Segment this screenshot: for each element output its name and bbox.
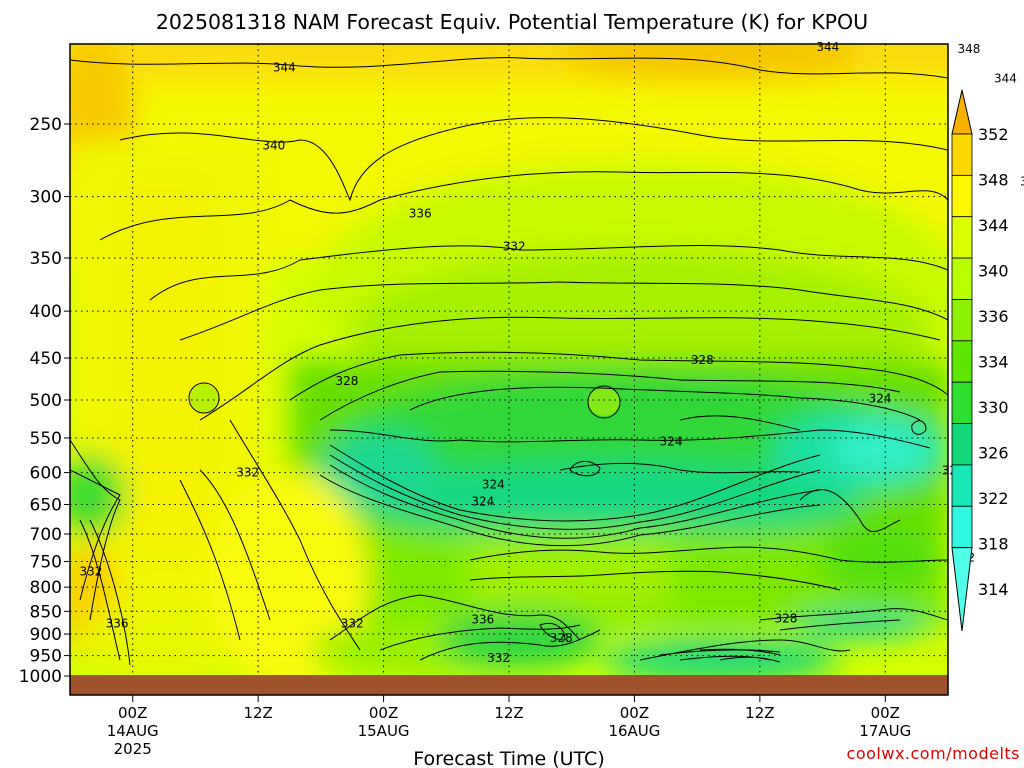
x-tick-time: 12Z: [745, 704, 774, 722]
x-tick-time: 00Z: [369, 704, 398, 722]
colorbar-label: 352: [978, 125, 1009, 144]
colorbar-segment: [951, 174, 973, 218]
contour-label: 336: [409, 206, 432, 220]
colorbar-arrow-bottom: [951, 547, 973, 632]
y-tick-label: 250: [30, 115, 62, 135]
contour-label: 332: [236, 466, 259, 480]
colorbar-segment: [951, 505, 973, 549]
x-tick-day: 14AUG: [107, 722, 159, 740]
y-tick-label: 750: [30, 552, 62, 572]
contour-label: 344: [994, 71, 1017, 85]
x-tick-time: 12Z: [243, 704, 272, 722]
colorbar: 352 348 344 340 336 334 330 326 322 318 314: [951, 89, 1009, 632]
x-tick-day: 17AUG: [859, 722, 911, 740]
colorbar-label: 314: [978, 580, 1009, 599]
contour-label: 336: [471, 613, 494, 627]
chart-title: 2025081318 NAM Forecast Equiv. Potential…: [156, 10, 868, 34]
y-tick-label: 350: [30, 249, 62, 269]
colorbar-segment: [951, 381, 973, 424]
x-tick-time: 12Z: [494, 704, 523, 722]
y-tick-label: 600: [30, 464, 62, 484]
plot-area: [70, 44, 948, 695]
colorbar-segment: [951, 257, 973, 300]
contour-label: 348: [957, 42, 980, 56]
y-tick-label: 650: [30, 495, 62, 515]
y-tick-label: 500: [30, 391, 62, 411]
contour-label: 336: [1020, 175, 1024, 189]
colorbar-label: 334: [978, 353, 1009, 372]
x-tick-time: 00Z: [620, 704, 649, 722]
y-axis: 250 300 350 400 450 500 550 600 650 700 750 800 850 9…: [19, 115, 70, 687]
grid-lines: [70, 44, 948, 675]
colorbar-segment: [951, 464, 973, 507]
colorbar-label: 340: [978, 262, 1009, 281]
contour-label: 344: [273, 61, 296, 75]
contour-label: 328: [550, 631, 573, 645]
contour-label: 324: [869, 391, 892, 405]
colorbar-label: 336: [978, 307, 1009, 326]
colorbar-arrow-top: [951, 89, 973, 135]
x-axis-label: Forecast Time (UTC): [413, 748, 604, 768]
contour-label: 328: [336, 374, 359, 388]
x-tick-day: 15AUG: [358, 722, 410, 740]
colorbar-label: 348: [978, 171, 1009, 190]
contour-label: 332: [79, 564, 102, 578]
colorbar-segment: [951, 423, 973, 466]
colorbar-segment: [951, 299, 973, 342]
ground-bar: [70, 675, 948, 695]
y-tick-label: 900: [30, 625, 62, 645]
credit-text: coolwx.com/modelts: [847, 744, 1020, 763]
contour-label: 328: [775, 612, 798, 626]
contour-label: 340: [262, 139, 285, 153]
contour-label: 344: [816, 40, 839, 54]
y-tick-label: 400: [30, 302, 62, 322]
y-tick-label: 550: [30, 429, 62, 449]
contour-label: 324: [660, 435, 683, 449]
contour-label: 324: [471, 494, 494, 508]
colorbar-segment: [951, 133, 973, 176]
contour-label: 332: [487, 651, 510, 665]
y-tick-label: 950: [30, 647, 62, 667]
colorbar-label: 330: [978, 398, 1009, 417]
colorbar-label: 318: [978, 535, 1009, 554]
contour-label: 332: [341, 617, 364, 631]
colorbar-segment: [951, 216, 973, 259]
contour-label: 324: [482, 477, 505, 491]
x-tick-time: 00Z: [871, 704, 900, 722]
y-tick-label: 700: [30, 525, 62, 545]
x-tick-year: 2025: [114, 740, 152, 758]
contour-label: 336: [106, 617, 129, 631]
y-tick-label: 800: [30, 578, 62, 598]
colorbar-label: 322: [978, 489, 1009, 508]
y-tick-label: 850: [30, 602, 62, 622]
colorbar-label: 326: [978, 444, 1009, 463]
y-tick-label: 1000: [19, 667, 62, 687]
colorbar-label: 344: [978, 216, 1009, 235]
y-tick-label: 450: [30, 349, 62, 369]
colorbar-segment: [951, 340, 973, 383]
contour-label: 328: [691, 353, 714, 367]
y-tick-label: 300: [30, 188, 62, 208]
x-tick-time: 00Z: [118, 704, 147, 722]
x-tick-day: 16AUG: [608, 722, 660, 740]
contour-label: 332: [503, 239, 526, 253]
